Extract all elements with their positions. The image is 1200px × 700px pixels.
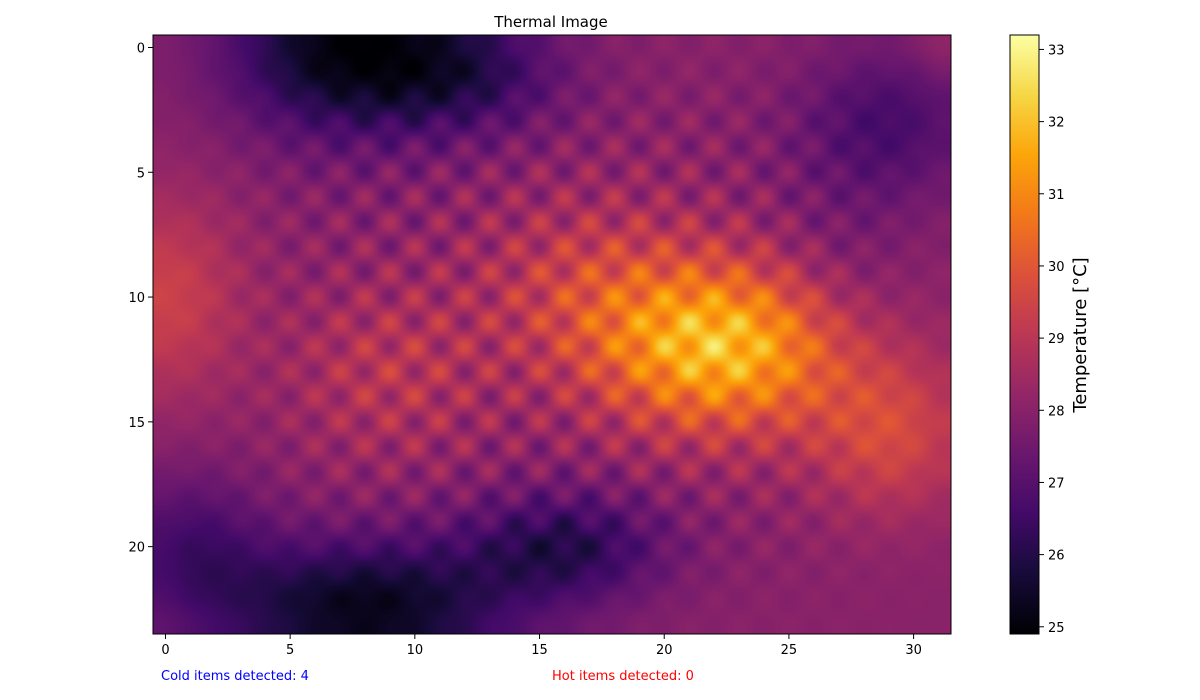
colorbar-tick-label: 33: [1048, 43, 1065, 58]
x-tick-label: 30: [905, 643, 922, 658]
chart-title: Thermal Image: [493, 13, 608, 31]
colorbar-tick-label: 25: [1048, 621, 1065, 636]
y-tick-label: 5: [137, 166, 145, 181]
plot-frame: [152, 34, 952, 635]
colorbar-gradient: [1009, 34, 1040, 635]
y-axis: 0 5 10 15 20: [128, 41, 153, 556]
colorbar-label: Temperature [°C]: [1070, 257, 1091, 413]
hot-items-status: Hot items detected: 0: [552, 669, 694, 684]
y-tick-label: 10: [128, 291, 145, 306]
x-tick-label: 10: [407, 643, 424, 658]
x-tick-label: 25: [781, 643, 798, 658]
colorbar-tick-label: 26: [1048, 549, 1065, 564]
x-tick-label: 15: [531, 643, 548, 658]
colorbar-tick-label: 32: [1048, 116, 1065, 131]
colorbar-tick-label: 28: [1048, 404, 1065, 419]
x-tick-label: 5: [286, 643, 294, 658]
colorbar: 25 26 27 28 29 30 31 32 33 Temperature [°C]: [1009, 34, 1091, 636]
y-tick-label: 0: [137, 41, 145, 56]
x-tick-label: 0: [161, 643, 169, 658]
x-tick-label: 20: [656, 643, 673, 658]
y-tick-label: 20: [128, 541, 145, 556]
y-tick-label: 15: [128, 416, 145, 431]
x-axis: 0 5 10 15 20 25 30: [161, 634, 922, 658]
cold-items-status: Cold items detected: 4: [161, 669, 309, 684]
colorbar-tick-label: 29: [1048, 332, 1065, 347]
colorbar-tick-label: 31: [1048, 188, 1065, 203]
heatmap-canvas: [153, 35, 951, 634]
colorbar-tick-label: 30: [1048, 260, 1065, 275]
heatmap: [153, 35, 951, 634]
colorbar-tick-label: 27: [1048, 476, 1065, 491]
colorbar-ticks: 25 26 27 28 29 30 31 32 33: [1039, 43, 1065, 636]
